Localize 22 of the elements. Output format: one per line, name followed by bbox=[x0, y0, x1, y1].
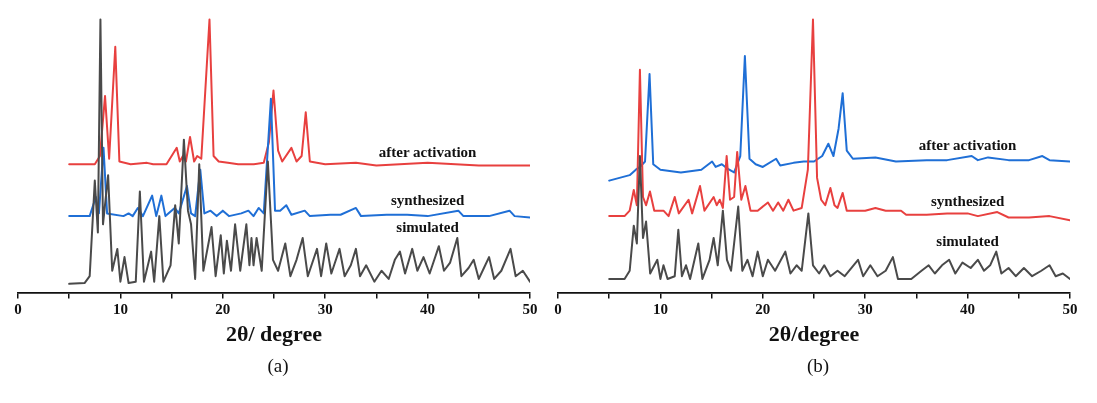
x-tick-label: 40 bbox=[960, 301, 976, 318]
series-label: after activation bbox=[918, 137, 1018, 154]
x-tick-label: 20 bbox=[755, 301, 771, 318]
x-tick-label: 10 bbox=[652, 301, 668, 318]
text: (b) bbox=[805, 355, 831, 377]
x-tick-label: 30 bbox=[317, 301, 333, 318]
series-label: synthesized bbox=[930, 193, 1005, 210]
x-tick-label: 50 bbox=[1062, 301, 1078, 318]
series-label: simulated bbox=[396, 218, 460, 235]
series-label: after activation bbox=[378, 143, 478, 160]
x-tick-label: 10 bbox=[112, 301, 128, 318]
x-tick-label: 40 bbox=[420, 301, 436, 318]
x-axis-title: 2θ/degree bbox=[768, 321, 860, 347]
series-label: synthesized bbox=[390, 191, 465, 208]
x-tick-label: 30 bbox=[857, 301, 873, 318]
x-tick-label: 50 bbox=[522, 301, 538, 318]
x-tick-label: 0 bbox=[554, 301, 562, 318]
x-axis-title: 2θ/ degree bbox=[226, 321, 323, 347]
x-tick-label: 20 bbox=[215, 301, 231, 318]
text: (a) bbox=[266, 355, 290, 377]
x-tick-label: 0 bbox=[14, 301, 22, 318]
series-label: simulated bbox=[936, 232, 1000, 249]
